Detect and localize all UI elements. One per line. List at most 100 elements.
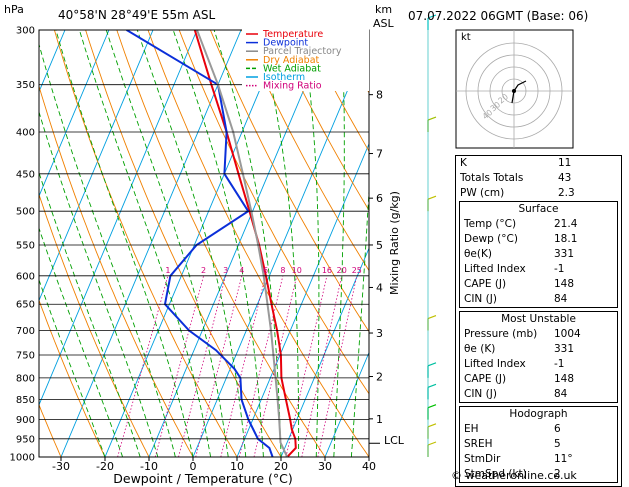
most-unstable-value: 1004 bbox=[554, 327, 612, 342]
pressure-tick-label: 350 bbox=[16, 80, 35, 91]
surface-label: Temp (°C) bbox=[464, 217, 516, 232]
hodograph-label: EH bbox=[464, 422, 479, 437]
most-unstable-row: Pressure (mb) 1004 bbox=[460, 327, 617, 342]
pressure-tick-label: 1000 bbox=[10, 453, 35, 464]
hodograph-frame bbox=[456, 30, 573, 148]
hodograph-value: 11° bbox=[554, 452, 612, 467]
index-value: 43 bbox=[558, 171, 616, 186]
surface-value: 21.4 bbox=[554, 217, 612, 232]
wind-barb-flag bbox=[428, 196, 436, 199]
surface-label: Lifted Index bbox=[464, 262, 526, 277]
mixing-ratio-label: 3 bbox=[223, 266, 228, 275]
run-datetime: 07.07.2022 06GMT (Base: 06) bbox=[408, 9, 588, 23]
x-tick-label: 40 bbox=[362, 460, 376, 473]
surface-value: 148 bbox=[554, 277, 612, 292]
km-tick-label: 7 bbox=[376, 148, 383, 161]
surface-row: CIN (J)84 bbox=[460, 292, 617, 307]
most-unstable-label: CIN (J) bbox=[464, 387, 497, 402]
most-unstable-title: Most Unstable bbox=[460, 312, 617, 327]
wind-barb-flag bbox=[428, 384, 436, 387]
hodograph-label: StmDir bbox=[464, 452, 500, 467]
wind-barb-flag bbox=[428, 405, 436, 408]
station-location: 40°58'N 28°49'E 55m ASL bbox=[58, 8, 215, 22]
x-tick-label: -20 bbox=[96, 460, 114, 473]
hodograph-value: 6 bbox=[554, 422, 612, 437]
lcl-label: LCL bbox=[384, 434, 405, 447]
wind-barb-flag bbox=[428, 363, 436, 366]
wet-adiabat-line bbox=[334, 30, 345, 457]
km-tick-label: 8 bbox=[376, 89, 383, 102]
legend-entry: Mixing Ratio bbox=[263, 81, 322, 92]
x-axis-title: Dewpoint / Temperature (°C) bbox=[113, 471, 292, 486]
mixing-ratio-label: 20 bbox=[337, 266, 347, 275]
surface-row: Dewp (°C)18.1 bbox=[460, 232, 617, 247]
surface-value: 84 bbox=[554, 292, 612, 307]
index-value: 11 bbox=[558, 156, 616, 171]
pressure-tick-label: 700 bbox=[16, 326, 35, 337]
surface-value: -1 bbox=[554, 262, 612, 277]
pressure-tick-label: 800 bbox=[16, 373, 35, 384]
pressure-tick-label: 900 bbox=[16, 415, 35, 426]
surface-label: Dewp (°C) bbox=[464, 232, 518, 247]
most-unstable-value: 148 bbox=[554, 372, 612, 387]
most-unstable-row: θe (K)331 bbox=[460, 342, 617, 357]
surface-value: 331 bbox=[554, 247, 612, 262]
index-row: PW (cm)2.3 bbox=[456, 186, 621, 201]
copyright-footer: © weatheronline.co.uk bbox=[451, 469, 577, 482]
mixing-ratio-line bbox=[196, 276, 242, 457]
most-unstable-label: Pressure (mb) bbox=[464, 327, 537, 342]
most-unstable-row: CAPE (J) 148 bbox=[460, 372, 617, 387]
pressure-tick-label: 750 bbox=[16, 350, 35, 361]
km-tick-label: 2 bbox=[376, 371, 383, 384]
pressure-tick-label: 300 bbox=[16, 26, 35, 37]
wind-barb-flag bbox=[428, 117, 436, 120]
surface-row: θe(K) 331 bbox=[460, 247, 617, 262]
hodograph-storm-marker bbox=[512, 89, 516, 93]
skewt-profiles bbox=[127, 30, 296, 457]
mixing-ratio-axis-title: Mixing Ratio (g/kg) bbox=[388, 191, 401, 295]
most-unstable-row: Lifted Index -1 bbox=[460, 357, 617, 372]
km-tick-label: 3 bbox=[376, 327, 383, 340]
wind-barb-flag bbox=[428, 316, 436, 319]
surface-label: θe(K) bbox=[464, 247, 492, 262]
most-unstable-label: CAPE (J) bbox=[464, 372, 506, 387]
isotherm-line bbox=[149, 30, 329, 457]
asl-axis-label: ASL bbox=[373, 17, 395, 30]
mixing-ratio-label: 10 bbox=[292, 266, 302, 275]
surface-title: Surface bbox=[460, 202, 617, 217]
surface-row: Temp (°C) 21.4 bbox=[460, 217, 617, 232]
most-unstable-value: 331 bbox=[554, 342, 612, 357]
hodograph-title: Hodograph bbox=[460, 407, 617, 422]
km-tick-label: 5 bbox=[376, 239, 383, 252]
pressure-tick-label: 550 bbox=[16, 240, 35, 251]
pressure-tick-label: 950 bbox=[16, 434, 35, 445]
pressure-tick-label: 450 bbox=[16, 169, 35, 180]
pressure-tick-label: 850 bbox=[16, 395, 35, 406]
x-tick-label: -30 bbox=[52, 460, 70, 473]
km-tick-label: 1 bbox=[376, 413, 383, 426]
mixing-ratio-line bbox=[239, 276, 283, 457]
wet-adiabat-line bbox=[137, 30, 246, 457]
mixing-ratio-line bbox=[155, 276, 203, 457]
most-unstable-value: -1 bbox=[554, 357, 612, 372]
km-tick-label: 4 bbox=[376, 281, 383, 294]
dry-adiabat-line bbox=[210, 30, 457, 457]
index-label: PW (cm) bbox=[460, 186, 504, 201]
pressure-tick-label: 650 bbox=[16, 300, 35, 311]
dry-adiabat-line bbox=[86, 30, 281, 457]
most-unstable-label: Lifted Index bbox=[464, 357, 526, 372]
hodograph-value: 5 bbox=[554, 437, 612, 452]
mixing-ratio-label: 16 bbox=[322, 266, 332, 275]
wind-barb-flag bbox=[428, 424, 436, 427]
mixing-ratio-line bbox=[179, 276, 226, 457]
km-axis-label: km bbox=[375, 3, 392, 16]
